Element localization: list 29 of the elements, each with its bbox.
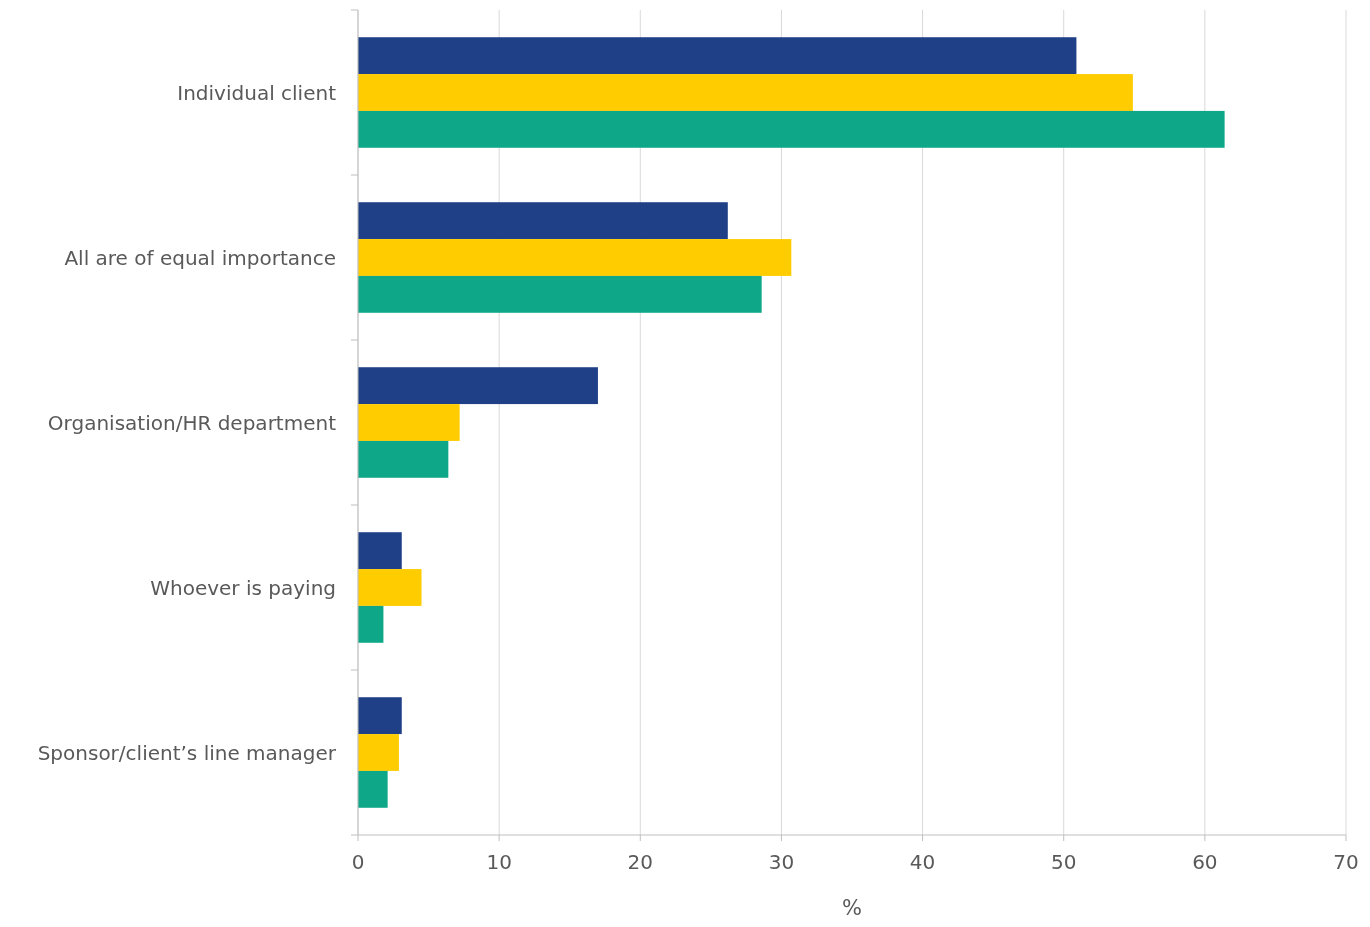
y-tick-label: Sponsor/client’s line manager [37,740,337,765]
x-tick-label: 60 [1192,850,1218,874]
x-tick-label: 20 [627,850,654,874]
bar [358,734,399,771]
x-tick-label: 10 [486,850,512,874]
x-tick-label: 50 [1050,850,1077,874]
y-tick-label: All are of equal importance [64,245,336,270]
bar [358,275,762,313]
bar [358,74,1133,111]
x-tick-label: 70 [1333,850,1359,874]
bar [358,770,388,808]
x-axis-title: % [842,896,862,920]
y-tick-label: Whoever is paying [150,575,336,600]
bar [358,605,384,643]
bar [358,239,792,276]
bar [358,367,598,405]
bar [358,440,449,478]
bar [358,569,422,606]
x-tick-label: 0 [351,850,365,874]
bar [358,202,728,240]
x-tick-label: 30 [768,850,795,874]
bar [358,404,460,441]
x-tick-label: 40 [909,850,936,874]
y-tick-label: Organisation/HR department [47,410,337,435]
bar [358,37,1077,75]
y-tick-label: Individual client [177,80,337,105]
bar [358,697,402,735]
bar [358,532,402,570]
bar [358,110,1225,148]
